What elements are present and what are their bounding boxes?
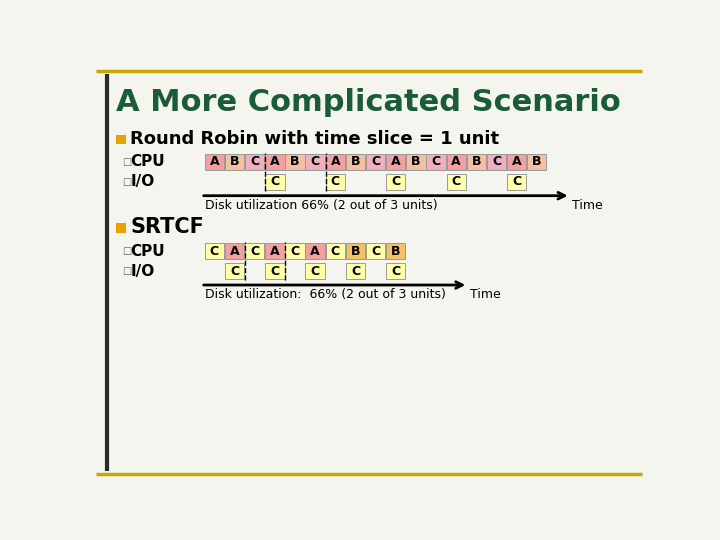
Text: C: C bbox=[270, 176, 279, 188]
Bar bbox=[225, 264, 244, 279]
Bar bbox=[386, 244, 405, 259]
Text: A: A bbox=[270, 245, 279, 258]
Text: C: C bbox=[250, 156, 259, 168]
Text: B: B bbox=[391, 245, 400, 258]
Text: A: A bbox=[230, 245, 239, 258]
Text: B: B bbox=[351, 156, 360, 168]
Text: A: A bbox=[451, 156, 461, 168]
Bar bbox=[386, 264, 405, 279]
Bar bbox=[265, 244, 284, 259]
Text: C: C bbox=[512, 176, 521, 188]
Text: C: C bbox=[330, 176, 340, 188]
Bar bbox=[446, 174, 466, 190]
Text: C: C bbox=[391, 176, 400, 188]
Text: Time: Time bbox=[469, 288, 500, 301]
Text: Time: Time bbox=[572, 199, 603, 212]
Text: A: A bbox=[330, 156, 340, 168]
Bar bbox=[225, 244, 244, 259]
Bar bbox=[366, 154, 385, 170]
Text: □: □ bbox=[122, 177, 132, 187]
Text: A: A bbox=[310, 245, 320, 258]
Bar bbox=[487, 154, 506, 170]
Bar bbox=[204, 244, 224, 259]
Text: C: C bbox=[270, 265, 279, 278]
Text: C: C bbox=[310, 156, 320, 168]
Bar bbox=[386, 154, 405, 170]
Bar bbox=[285, 154, 305, 170]
Text: I/O: I/O bbox=[130, 264, 155, 279]
Text: C: C bbox=[371, 156, 380, 168]
Text: Disk utilization 66% (2 out of 3 units): Disk utilization 66% (2 out of 3 units) bbox=[204, 199, 437, 212]
Bar bbox=[265, 154, 284, 170]
Bar bbox=[305, 154, 325, 170]
Bar bbox=[285, 244, 305, 259]
Text: I/O: I/O bbox=[130, 174, 155, 190]
Bar bbox=[366, 244, 385, 259]
Text: A: A bbox=[512, 156, 521, 168]
Text: A: A bbox=[270, 156, 279, 168]
Text: Round Robin with time slice = 1 unit: Round Robin with time slice = 1 unit bbox=[130, 130, 500, 148]
Text: B: B bbox=[411, 156, 420, 168]
Text: C: C bbox=[330, 245, 340, 258]
Bar bbox=[346, 264, 365, 279]
Bar bbox=[245, 154, 264, 170]
Bar bbox=[325, 154, 345, 170]
Text: SRTCF: SRTCF bbox=[130, 217, 204, 237]
Text: □: □ bbox=[122, 157, 132, 167]
Bar bbox=[426, 154, 446, 170]
Text: C: C bbox=[210, 245, 219, 258]
Text: B: B bbox=[230, 156, 239, 168]
Text: C: C bbox=[431, 156, 441, 168]
Bar bbox=[346, 244, 365, 259]
Bar bbox=[325, 244, 345, 259]
Text: A More Complicated Scenario: A More Complicated Scenario bbox=[117, 88, 621, 117]
Text: CPU: CPU bbox=[130, 154, 165, 170]
Bar bbox=[117, 224, 126, 233]
Text: C: C bbox=[371, 245, 380, 258]
Text: C: C bbox=[351, 265, 360, 278]
Bar bbox=[406, 154, 426, 170]
Bar bbox=[527, 154, 546, 170]
Bar bbox=[245, 244, 264, 259]
Text: □: □ bbox=[122, 266, 132, 276]
Bar bbox=[225, 154, 244, 170]
Text: C: C bbox=[290, 245, 300, 258]
Text: B: B bbox=[472, 156, 481, 168]
Text: C: C bbox=[451, 176, 461, 188]
Bar bbox=[467, 154, 486, 170]
Text: CPU: CPU bbox=[130, 244, 165, 259]
Text: C: C bbox=[310, 265, 320, 278]
Bar bbox=[265, 264, 284, 279]
Bar bbox=[346, 154, 365, 170]
Bar bbox=[446, 154, 466, 170]
Text: B: B bbox=[290, 156, 300, 168]
Text: C: C bbox=[250, 245, 259, 258]
Text: C: C bbox=[492, 156, 501, 168]
Bar bbox=[204, 154, 224, 170]
Bar bbox=[305, 244, 325, 259]
Bar bbox=[117, 135, 126, 144]
Bar bbox=[325, 174, 345, 190]
Text: B: B bbox=[532, 156, 541, 168]
Text: Disk utilization:  66% (2 out of 3 units): Disk utilization: 66% (2 out of 3 units) bbox=[204, 288, 446, 301]
Text: C: C bbox=[391, 265, 400, 278]
Text: B: B bbox=[351, 245, 360, 258]
Bar bbox=[507, 174, 526, 190]
Bar bbox=[265, 174, 284, 190]
Bar bbox=[507, 154, 526, 170]
Text: C: C bbox=[230, 265, 239, 278]
Bar bbox=[305, 264, 325, 279]
Text: □: □ bbox=[122, 246, 132, 256]
Bar bbox=[386, 174, 405, 190]
Text: A: A bbox=[391, 156, 400, 168]
Text: A: A bbox=[210, 156, 219, 168]
